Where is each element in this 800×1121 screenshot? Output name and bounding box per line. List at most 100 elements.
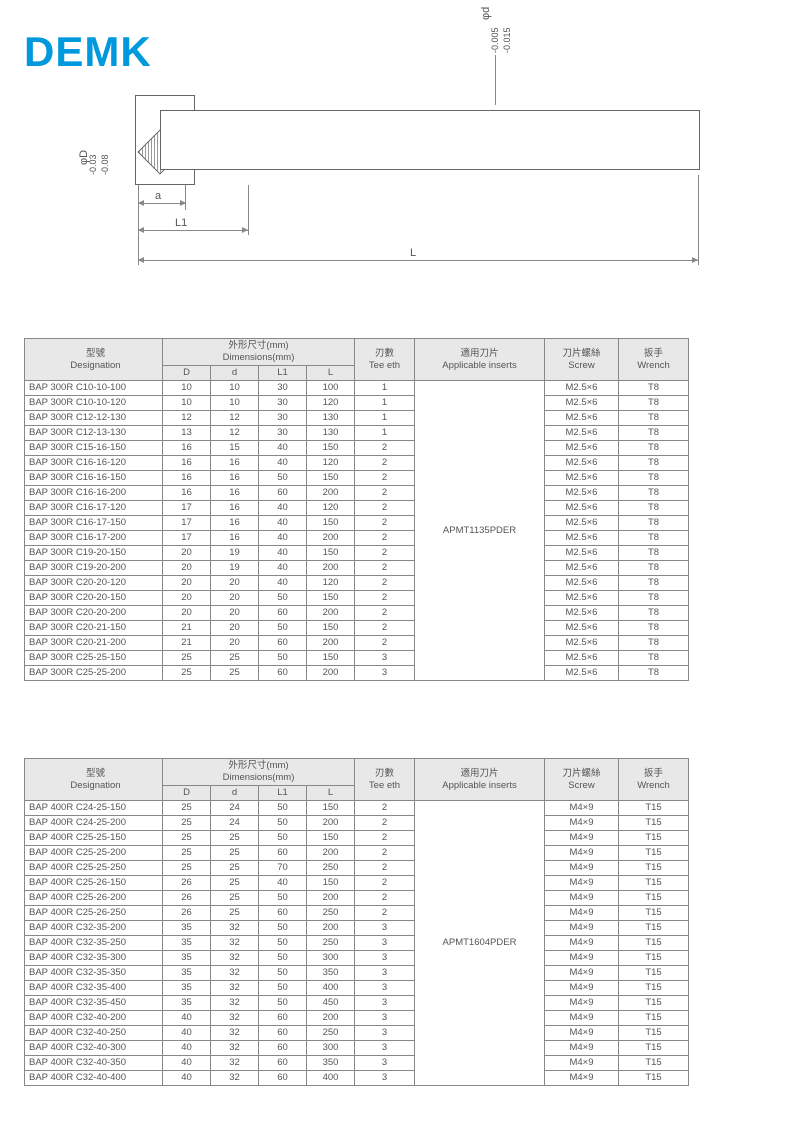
cell-dim: 19 (211, 561, 259, 576)
table-row: BAP 300R C20-20-1202020401202M2.5×6T8 (25, 576, 689, 591)
cell-dim: 120 (307, 456, 355, 471)
cell-wrench: T8 (619, 456, 689, 471)
cell-dim: 10 (211, 396, 259, 411)
cell-dim: 120 (307, 576, 355, 591)
cell-dim: 200 (307, 606, 355, 621)
cell-designation: BAP 300R C15-16-150 (25, 441, 163, 456)
cell-dim: 250 (307, 861, 355, 876)
cell-teeth: 3 (355, 981, 415, 996)
cell-teeth: 2 (355, 606, 415, 621)
cell-teeth: 3 (355, 996, 415, 1011)
cell-dim: 250 (307, 936, 355, 951)
table-row: BAP 400R C32-40-3504032603503M4×9T15 (25, 1056, 689, 1071)
cell-wrench: T8 (619, 396, 689, 411)
table-row: BAP 300R C16-17-2001716402002M2.5×6T8 (25, 531, 689, 546)
cell-teeth: 3 (355, 1071, 415, 1086)
cell-dim: 25 (211, 666, 259, 681)
cell-screw: M4×9 (545, 951, 619, 966)
cell-dim: 150 (307, 651, 355, 666)
table-row: BAP 300R C25-25-2002525602003M2.5×6T8 (25, 666, 689, 681)
cell-wrench: T8 (619, 546, 689, 561)
table-row: BAP 300R C16-16-1201616401202M2.5×6T8 (25, 456, 689, 471)
cell-screw: M2.5×6 (545, 591, 619, 606)
cell-dim: 50 (259, 996, 307, 1011)
table-row: BAP 300R C20-20-1502020501502M2.5×6T8 (25, 591, 689, 606)
cell-teeth: 2 (355, 531, 415, 546)
cell-dim: 300 (307, 951, 355, 966)
cell-dim: 21 (163, 621, 211, 636)
cell-screw: M4×9 (545, 1026, 619, 1041)
cell-dim: 25 (211, 831, 259, 846)
cell-dim: 400 (307, 981, 355, 996)
cell-dim: 100 (307, 381, 355, 396)
dim-L1: L1 (175, 217, 187, 229)
cell-screw: M4×9 (545, 876, 619, 891)
cell-dim: 450 (307, 996, 355, 1011)
cell-wrench: T15 (619, 936, 689, 951)
cell-dim: 25 (163, 861, 211, 876)
cell-wrench: T15 (619, 966, 689, 981)
table-row: BAP 400R C32-35-3003532503003M4×9T15 (25, 951, 689, 966)
spec-table-400r: 型號Designation 外形尺寸(mm)Dimensions(mm) 刃數T… (24, 758, 689, 1086)
cell-screw: M2.5×6 (545, 621, 619, 636)
cell-dim: 21 (163, 636, 211, 651)
table-header: 型號Designation 外形尺寸(mm)Dimensions(mm) 刃數T… (25, 759, 689, 801)
cell-wrench: T8 (619, 411, 689, 426)
cell-teeth: 2 (355, 801, 415, 816)
cell-screw: M2.5×6 (545, 666, 619, 681)
cell-dim: 25 (163, 666, 211, 681)
cell-designation: BAP 400R C25-26-250 (25, 906, 163, 921)
cell-designation: BAP 400R C24-25-200 (25, 816, 163, 831)
cell-dim: 40 (259, 531, 307, 546)
cell-dim: 35 (163, 966, 211, 981)
cell-dim: 350 (307, 966, 355, 981)
cell-dim: 50 (259, 966, 307, 981)
cell-teeth: 1 (355, 396, 415, 411)
table-row: BAP 400R C25-25-2502525702502M4×9T15 (25, 861, 689, 876)
cell-dim: 40 (259, 876, 307, 891)
cell-designation: BAP 300R C20-21-150 (25, 621, 163, 636)
cell-designation: BAP 300R C19-20-150 (25, 546, 163, 561)
cell-designation: BAP 300R C16-17-120 (25, 501, 163, 516)
table-header: 型號Designation 外形尺寸(mm)Dimensions(mm) 刃數T… (25, 339, 689, 381)
cell-dim: 24 (211, 816, 259, 831)
cell-dim: 12 (163, 411, 211, 426)
cell-teeth: 2 (355, 561, 415, 576)
cell-teeth: 1 (355, 411, 415, 426)
hdr-screw: 刀片螺絲Screw (545, 339, 619, 381)
cell-dim: 32 (211, 1026, 259, 1041)
cell-dim: 16 (211, 471, 259, 486)
cell-dim: 20 (163, 561, 211, 576)
cell-dim: 200 (307, 666, 355, 681)
cell-dim: 32 (211, 951, 259, 966)
cell-wrench: T15 (619, 1026, 689, 1041)
cell-screw: M2.5×6 (545, 561, 619, 576)
cell-dim: 150 (307, 831, 355, 846)
cell-dim: 150 (307, 591, 355, 606)
cell-dim: 25 (211, 651, 259, 666)
cell-designation: BAP 300R C10-10-100 (25, 381, 163, 396)
cell-dim: 200 (307, 531, 355, 546)
cell-screw: M4×9 (545, 816, 619, 831)
cell-wrench: T15 (619, 861, 689, 876)
table-row: BAP 400R C24-25-1502524501502APMT1604PDE… (25, 801, 689, 816)
cell-dim: 150 (307, 801, 355, 816)
cell-dim: 200 (307, 1011, 355, 1026)
dim-tol-D2: -0.08 (100, 154, 110, 175)
cell-designation: BAP 300R C16-16-200 (25, 486, 163, 501)
cell-dim: 13 (163, 426, 211, 441)
cell-designation: BAP 400R C32-35-200 (25, 921, 163, 936)
table-row: BAP 300R C25-25-1502525501503M2.5×6T8 (25, 651, 689, 666)
hdr-teeth: 刃數Tee eth (355, 759, 415, 801)
cell-wrench: T8 (619, 531, 689, 546)
cell-designation: BAP 300R C25-25-150 (25, 651, 163, 666)
cell-wrench: T8 (619, 501, 689, 516)
cell-wrench: T15 (619, 1056, 689, 1071)
cell-teeth: 2 (355, 576, 415, 591)
cell-dim: 250 (307, 1026, 355, 1041)
cell-wrench: T15 (619, 1071, 689, 1086)
cell-designation: BAP 400R C32-40-400 (25, 1071, 163, 1086)
cell-teeth: 2 (355, 816, 415, 831)
cell-dim: 20 (163, 606, 211, 621)
cell-wrench: T8 (619, 651, 689, 666)
